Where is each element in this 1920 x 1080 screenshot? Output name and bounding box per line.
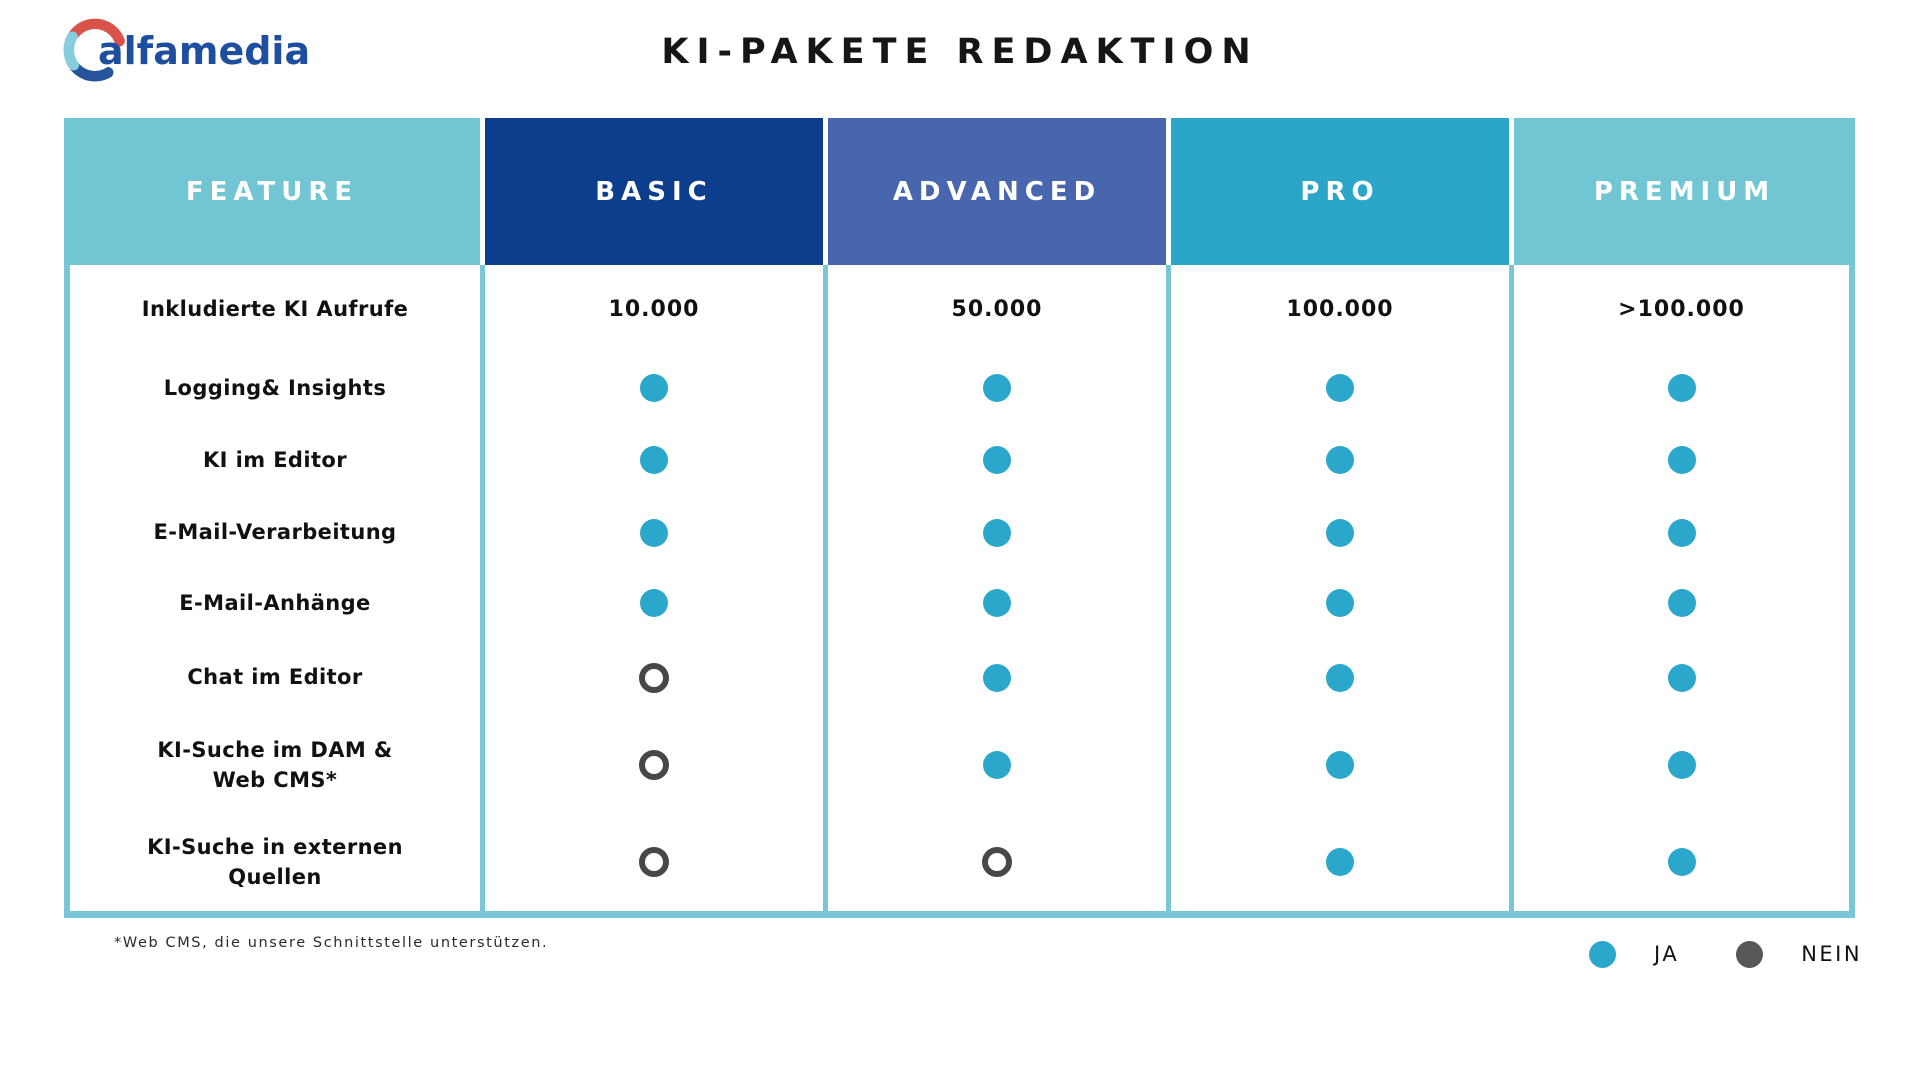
feature-value-premium — [1509, 423, 1849, 497]
column-header-pro: PRO — [1166, 118, 1509, 265]
page-title: KI-PAKETE REDAKTION — [661, 32, 1259, 72]
feature-label: KI im Editor — [70, 423, 480, 497]
feature-value-pro — [1166, 717, 1509, 813]
feature-value-pro — [1166, 423, 1509, 497]
feature-value-premium — [1509, 568, 1849, 638]
footnote: *Web CMS, die unsere Schnittstelle unter… — [114, 935, 549, 951]
feature-label: KI-Suche im DAM & Web CMS* — [70, 717, 480, 813]
feature-value-advanced — [823, 497, 1166, 568]
legend-yes-dot-icon — [1589, 940, 1616, 968]
feature-label: Inkludierte KI Aufrufe — [70, 265, 480, 353]
feature-value-basic — [480, 813, 823, 911]
feature-value-pro — [1166, 497, 1509, 568]
feature-label-text: Logging& Insights — [163, 375, 387, 400]
value-text: 100.000 — [1286, 296, 1394, 322]
feature-value-premium — [1509, 813, 1849, 911]
feature-label-text: KI-Suche im DAM & Web CMS* — [157, 737, 393, 792]
alfamedia-logo: alfamedia — [63, 18, 310, 82]
feature-value-basic — [480, 353, 823, 423]
feature-label-text: KI-Suche in externen Quellen — [147, 834, 403, 889]
yes-dot-icon — [640, 446, 668, 474]
yes-dot-icon — [1667, 848, 1696, 876]
table-header-row: FEATURE BASIC ADVANCED PRO PREMIUM — [64, 118, 1855, 265]
feature-value-advanced — [823, 717, 1166, 813]
column-header-premium: PREMIUM — [1509, 118, 1855, 265]
feature-label-text: Inkludierte KI Aufrufe — [141, 296, 409, 321]
column-header-advanced: ADVANCED — [823, 118, 1166, 265]
feature-value-premium — [1509, 717, 1849, 813]
feature-value-basic — [480, 638, 823, 717]
logo-sphere-icon — [63, 18, 125, 82]
feature-value-advanced — [823, 568, 1166, 638]
yes-dot-icon — [1326, 848, 1354, 876]
yes-dot-icon — [983, 663, 1011, 692]
feature-value-pro — [1166, 638, 1509, 717]
feature-value-advanced — [823, 813, 1166, 911]
feature-value-pro — [1166, 813, 1509, 911]
no-ring-icon — [982, 847, 1012, 877]
value-text: 10.000 — [608, 296, 700, 322]
no-ring-icon — [639, 750, 669, 780]
feature-label-text: E-Mail-Anhänge — [179, 590, 371, 615]
feature-value-basic: 10.000 — [480, 265, 823, 353]
feature-label: KI-Suche in externen Quellen — [70, 813, 480, 911]
feature-value-pro — [1166, 353, 1509, 423]
yes-dot-icon — [1326, 663, 1354, 692]
feature-value-pro — [1166, 568, 1509, 638]
yes-dot-icon — [1326, 446, 1354, 474]
column-header-feature: FEATURE — [64, 118, 480, 265]
yes-dot-icon — [1326, 518, 1354, 547]
feature-value-basic — [480, 423, 823, 497]
feature-value-advanced — [823, 638, 1166, 717]
yes-dot-icon — [983, 589, 1011, 617]
yes-dot-icon — [1667, 518, 1696, 547]
feature-value-premium — [1509, 638, 1849, 717]
no-ring-icon — [639, 847, 669, 877]
yes-dot-icon — [1667, 751, 1696, 779]
legend-yes-label: JA — [1654, 942, 1680, 966]
yes-dot-icon — [1667, 446, 1696, 474]
yes-dot-icon — [983, 518, 1011, 547]
feature-label: E-Mail-Verarbeitung — [70, 497, 480, 568]
feature-value-advanced — [823, 353, 1166, 423]
yes-dot-icon — [640, 374, 668, 402]
yes-dot-icon — [983, 374, 1011, 402]
yes-dot-icon — [1667, 589, 1696, 617]
table-body: Inkludierte KI Aufrufe 10.000 50.000 100.00… — [64, 265, 1855, 918]
feature-value-basic — [480, 568, 823, 638]
feature-value-advanced — [823, 423, 1166, 497]
feature-label: Logging& Insights — [70, 353, 480, 423]
feature-value-basic — [480, 497, 823, 568]
yes-dot-icon — [1326, 751, 1354, 779]
feature-value-advanced: 50.000 — [823, 265, 1166, 353]
yes-dot-icon — [1667, 374, 1696, 402]
feature-value-premium — [1509, 497, 1849, 568]
value-text: >100.000 — [1618, 296, 1745, 322]
yes-dot-icon — [640, 589, 668, 617]
pricing-table: FEATURE BASIC ADVANCED PRO PREMIUM Inkludier… — [64, 118, 1855, 918]
yes-dot-icon — [983, 751, 1011, 779]
feature-label: Chat im Editor — [70, 638, 480, 717]
legend: JA NEIN — [1589, 938, 1862, 970]
feature-label-text: KI im Editor — [203, 447, 347, 472]
yes-dot-icon — [1326, 374, 1354, 402]
yes-dot-icon — [1326, 589, 1354, 617]
feature-value-premium — [1509, 353, 1849, 423]
column-header-basic: BASIC — [480, 118, 823, 265]
feature-value-premium: >100.000 — [1509, 265, 1849, 353]
feature-value-basic — [480, 717, 823, 813]
logo-wordmark: alfamedia — [98, 29, 310, 73]
feature-label: E-Mail-Anhänge — [70, 568, 480, 638]
yes-dot-icon — [983, 446, 1011, 474]
yes-dot-icon — [640, 518, 668, 547]
feature-label-text: E-Mail-Verarbeitung — [153, 520, 397, 545]
feature-value-pro: 100.000 — [1166, 265, 1509, 353]
feature-label-text: Chat im Editor — [187, 665, 363, 690]
legend-no-dot-icon — [1736, 940, 1764, 968]
yes-dot-icon — [1667, 663, 1696, 692]
value-text: 50.000 — [951, 296, 1043, 322]
no-ring-icon — [639, 662, 669, 693]
legend-no-label: NEIN — [1801, 942, 1863, 966]
